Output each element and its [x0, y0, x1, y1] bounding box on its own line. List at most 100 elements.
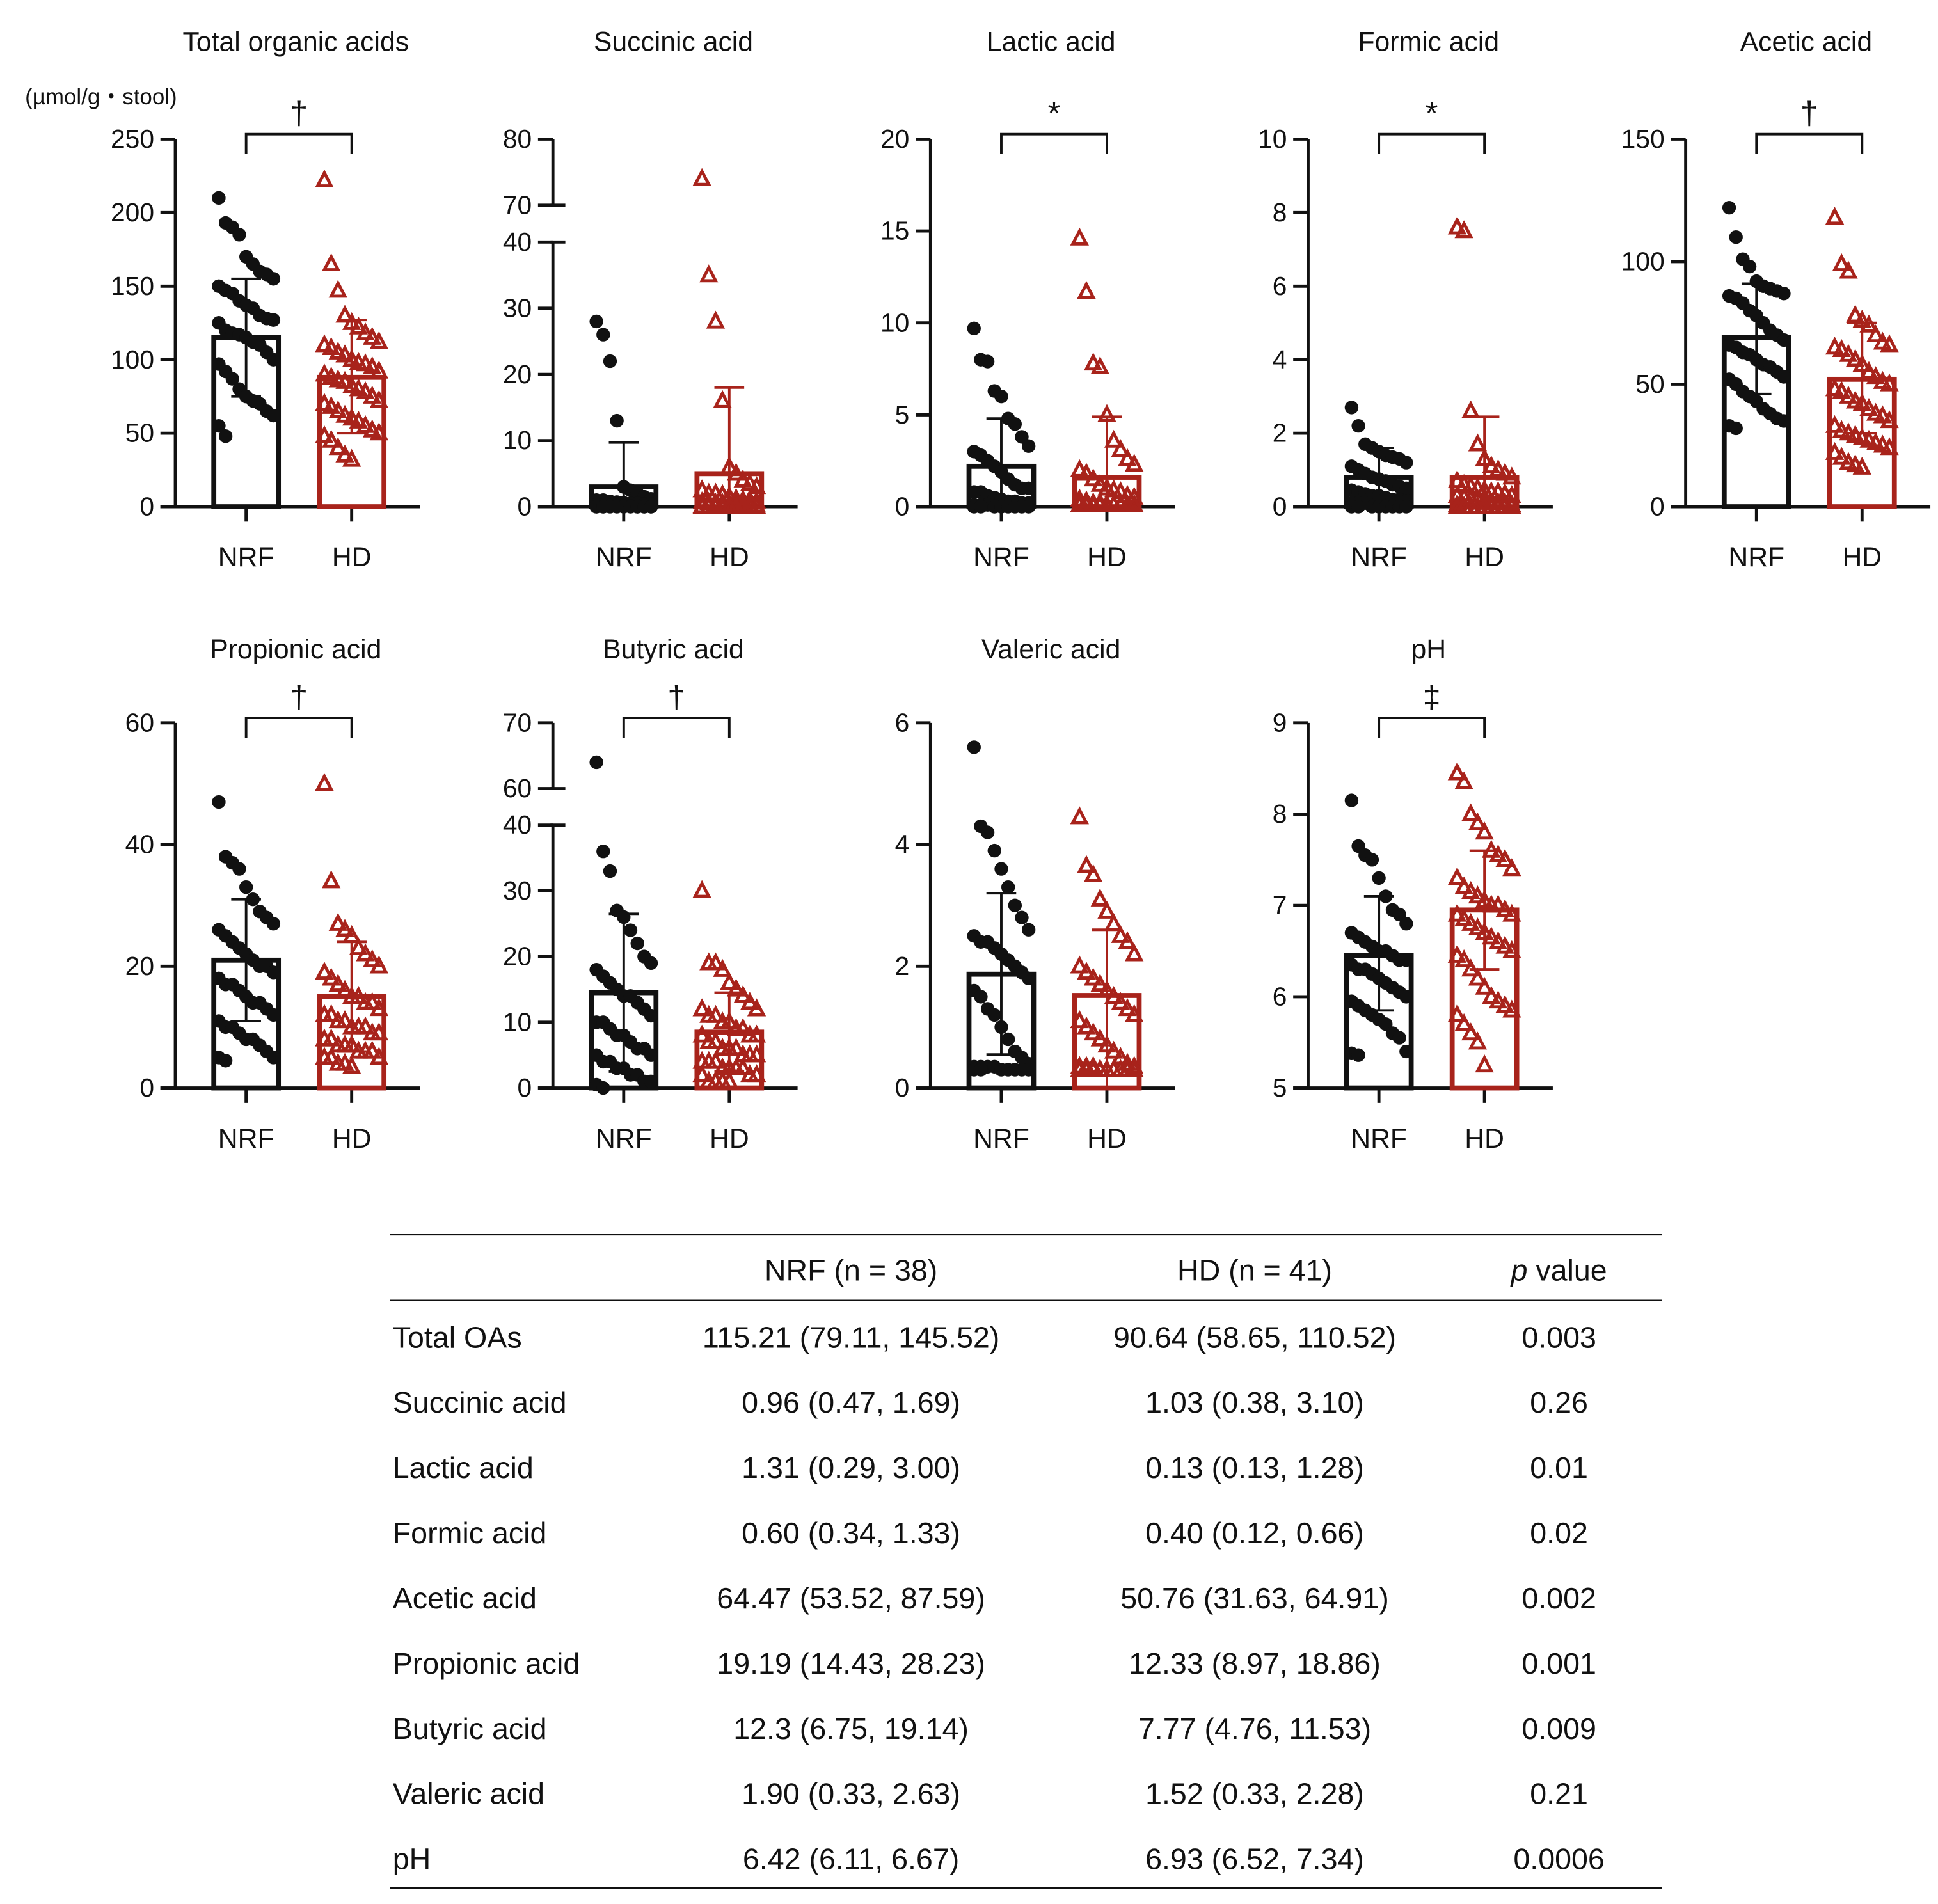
data-point-hd: [349, 410, 369, 429]
data-point-hd: [349, 986, 369, 1004]
data-point-hd: [1482, 455, 1501, 474]
chart-title: Formic acid: [1358, 27, 1499, 58]
y-tick-label: 200: [111, 198, 154, 227]
data-point-hd: [1880, 334, 1899, 353]
chart-title: Propionic acid: [210, 634, 381, 665]
significance-marker: †: [290, 95, 308, 131]
data-point-hd: [1125, 486, 1144, 505]
data-point-hd: [369, 422, 389, 441]
data-point-hd: [321, 253, 341, 271]
chart-title: Acetic acid: [1740, 27, 1872, 58]
table-row: Valeric acid 1.90 (0.33, 2.63) 1.52 (0.33,…: [393, 1777, 1588, 1811]
chart-panel: Succinic acid 0 10 20 30 40 70 80 NRF HD: [503, 27, 798, 573]
y-tick-label: 100: [111, 345, 154, 374]
data-point-hd: [1447, 867, 1467, 885]
data-point-nrf: [1399, 456, 1413, 470]
data-point-nrf: [266, 272, 281, 286]
data-point-nrf: [967, 740, 981, 754]
data-point-hd: [315, 169, 334, 187]
data-point-hd: [1880, 373, 1899, 392]
data-point-hd: [1475, 1054, 1494, 1073]
significance-bracket: [244, 132, 353, 154]
data-point-hd: [1104, 1040, 1124, 1059]
chart-panel: pH 5 6 7 8 9 NRF HD ‡: [1273, 634, 1553, 1154]
row-label: Formic acid: [393, 1516, 547, 1550]
data-point-nrf: [266, 408, 281, 423]
data-point-hd: [1859, 361, 1878, 379]
data-point-hd: [1083, 468, 1103, 487]
p-value: 0.02: [1530, 1516, 1588, 1550]
data-point-nrf: [1372, 871, 1386, 885]
data-point-hd: [369, 390, 389, 408]
data-point-nrf: [1722, 201, 1736, 215]
y-tick-label: 60: [125, 708, 154, 737]
data-point-nrf: [974, 1063, 988, 1077]
chart-panel: Butyric acid 0 10 20 30 40 60 70 NRF HD †: [503, 634, 798, 1154]
p-value: 0.003: [1521, 1321, 1596, 1354]
data-point-nrf: [1379, 889, 1393, 903]
data-point-hd: [1083, 967, 1103, 986]
data-point-hd: [335, 370, 354, 389]
p-value: 0.0006: [1513, 1843, 1604, 1876]
data-point-nrf: [1015, 910, 1029, 924]
x-tick-label: HD: [710, 542, 749, 573]
significance-bracket: [1755, 132, 1864, 154]
y-tick-label: 20: [880, 124, 909, 154]
data-point-hd: [1839, 344, 1858, 362]
data-point-hd: [726, 1038, 746, 1056]
data-point-nrf: [1022, 481, 1036, 495]
data-point-nrf: [266, 917, 281, 931]
y-tick-label: 100: [1621, 247, 1665, 276]
data-point-hd: [726, 463, 746, 481]
y-tick-label: 50: [125, 418, 154, 448]
nrf-value: 12.3 (6.75, 19.14): [733, 1712, 969, 1745]
data-point-hd: [733, 1018, 752, 1036]
data-point-nrf: [974, 990, 988, 1004]
p-value: 0.01: [1530, 1451, 1588, 1484]
data-point-hd: [342, 312, 361, 330]
data-point-hd: [369, 998, 389, 1017]
x-tick-label: NRF: [218, 542, 274, 573]
data-point-hd: [328, 973, 348, 992]
table-header-hd: HD (n = 41): [1177, 1253, 1332, 1287]
data-point-hd: [328, 280, 348, 298]
data-point-hd: [1077, 281, 1096, 299]
data-point-nrf: [1008, 898, 1022, 912]
data-point-hd: [1077, 1016, 1096, 1035]
data-point-hd: [1468, 917, 1488, 936]
nrf-value: 64.47 (53.52, 87.59): [717, 1582, 985, 1615]
data-point-nrf: [1344, 793, 1359, 807]
hd-value: 0.40 (0.12, 0.66): [1145, 1516, 1364, 1550]
table-row: Propionic acid 19.19 (14.43, 28.23) 12.33 …: [393, 1647, 1596, 1680]
data-point-hd: [321, 1004, 341, 1022]
data-point-hd: [720, 1011, 739, 1030]
x-tick-label: NRF: [596, 1123, 652, 1154]
data-point-hd: [1495, 995, 1514, 1013]
y-tick-label: 40: [503, 810, 532, 839]
data-point-hd: [1083, 353, 1103, 371]
row-label: Acetic acid: [393, 1582, 537, 1615]
data-point-hd: [342, 448, 361, 467]
data-point-hd: [1097, 980, 1116, 998]
data-point-nrf: [218, 1054, 233, 1068]
data-point-hd: [1866, 324, 1886, 343]
table-row: Formic acid 0.60 (0.34, 1.33) 0.40 (0.12, …: [393, 1516, 1588, 1550]
data-point-hd: [1845, 349, 1865, 367]
data-point-hd: [1447, 1004, 1467, 1022]
data-point-hd: [740, 992, 759, 1010]
significance-bracket: [1378, 717, 1486, 738]
data-point-nrf: [994, 1020, 1008, 1035]
data-point-nrf: [987, 1008, 1001, 1022]
data-point-hd: [1097, 494, 1116, 512]
data-point-hd: [706, 1004, 726, 1023]
x-tick-label: NRF: [1728, 542, 1784, 573]
data-point-hd: [1468, 433, 1488, 452]
y-axis-unit: (µmol/g・stool): [25, 84, 177, 109]
significance-bracket: [622, 717, 731, 738]
data-point-nrf: [239, 880, 253, 894]
data-point-nrf: [1001, 1032, 1015, 1047]
data-point-hd: [1461, 912, 1481, 931]
data-point-hd: [1502, 496, 1521, 514]
data-point-hd: [369, 955, 389, 974]
x-tick-label: HD: [1842, 542, 1882, 573]
